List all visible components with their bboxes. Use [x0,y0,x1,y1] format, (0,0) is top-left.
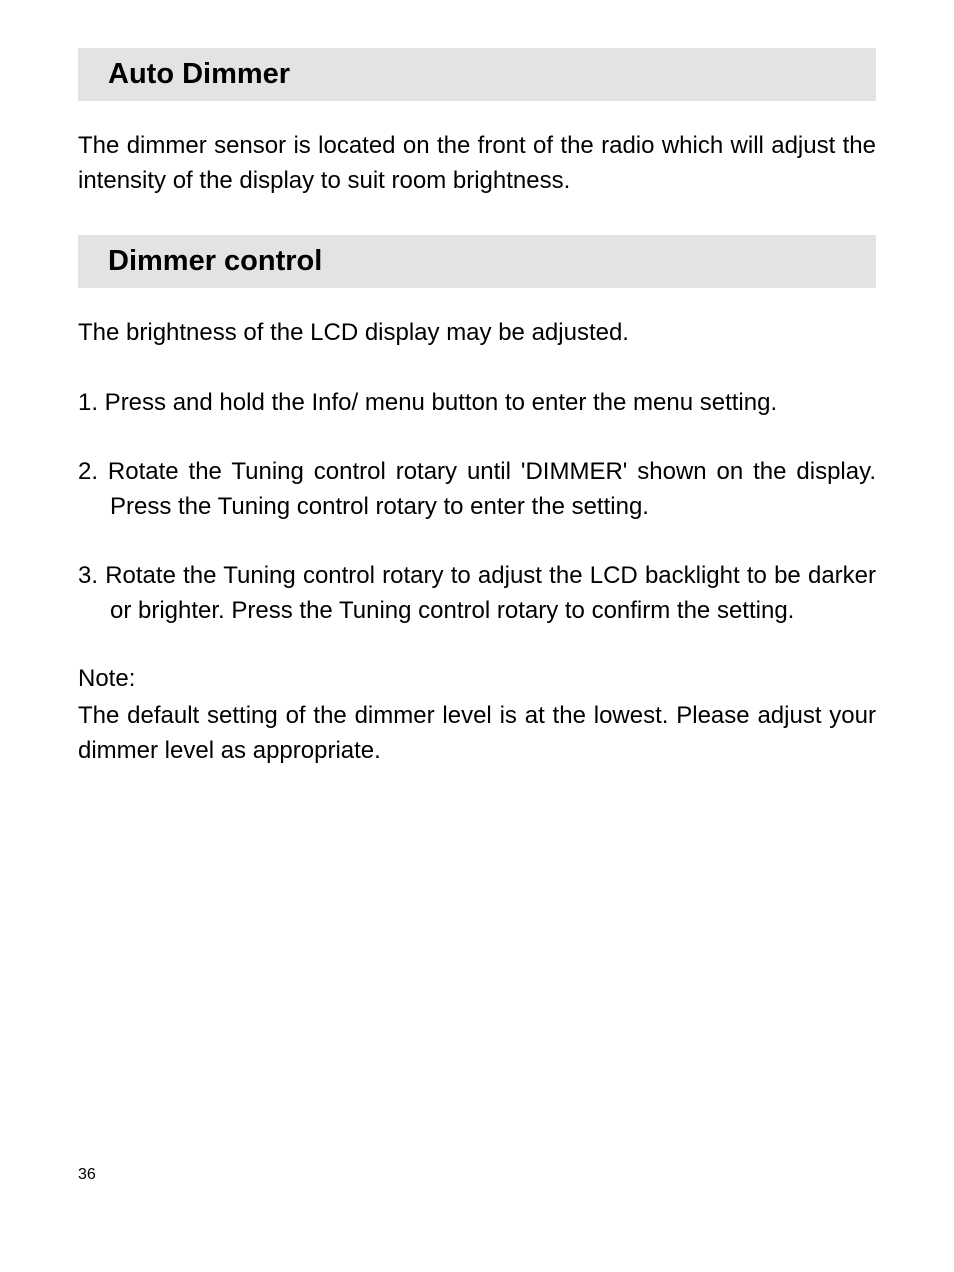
note-label: Note: [78,662,876,697]
dimmer-control-steps: 1. Press and hold the Info/ menu button … [78,386,876,628]
step-item: 1. Press and hold the Info/ menu button … [78,386,876,421]
dimmer-control-intro: The brightness of the LCD display may be… [78,316,876,351]
section-heading-auto-dimmer: Auto Dimmer [78,48,876,101]
heading-text: Auto Dimmer [108,58,876,91]
heading-text: Dimmer control [108,245,876,278]
page-content: Auto Dimmer The dimmer sensor is located… [0,0,954,769]
step-item: 3. Rotate the Tuning control rotary to a… [78,559,876,629]
note-body: The default setting of the dimmer level … [78,699,876,769]
auto-dimmer-body: The dimmer sensor is located on the fron… [78,129,876,199]
page-number: 36 [78,1166,96,1184]
step-item: 2. Rotate the Tuning control rotary unti… [78,455,876,525]
section-heading-dimmer-control: Dimmer control [78,235,876,288]
